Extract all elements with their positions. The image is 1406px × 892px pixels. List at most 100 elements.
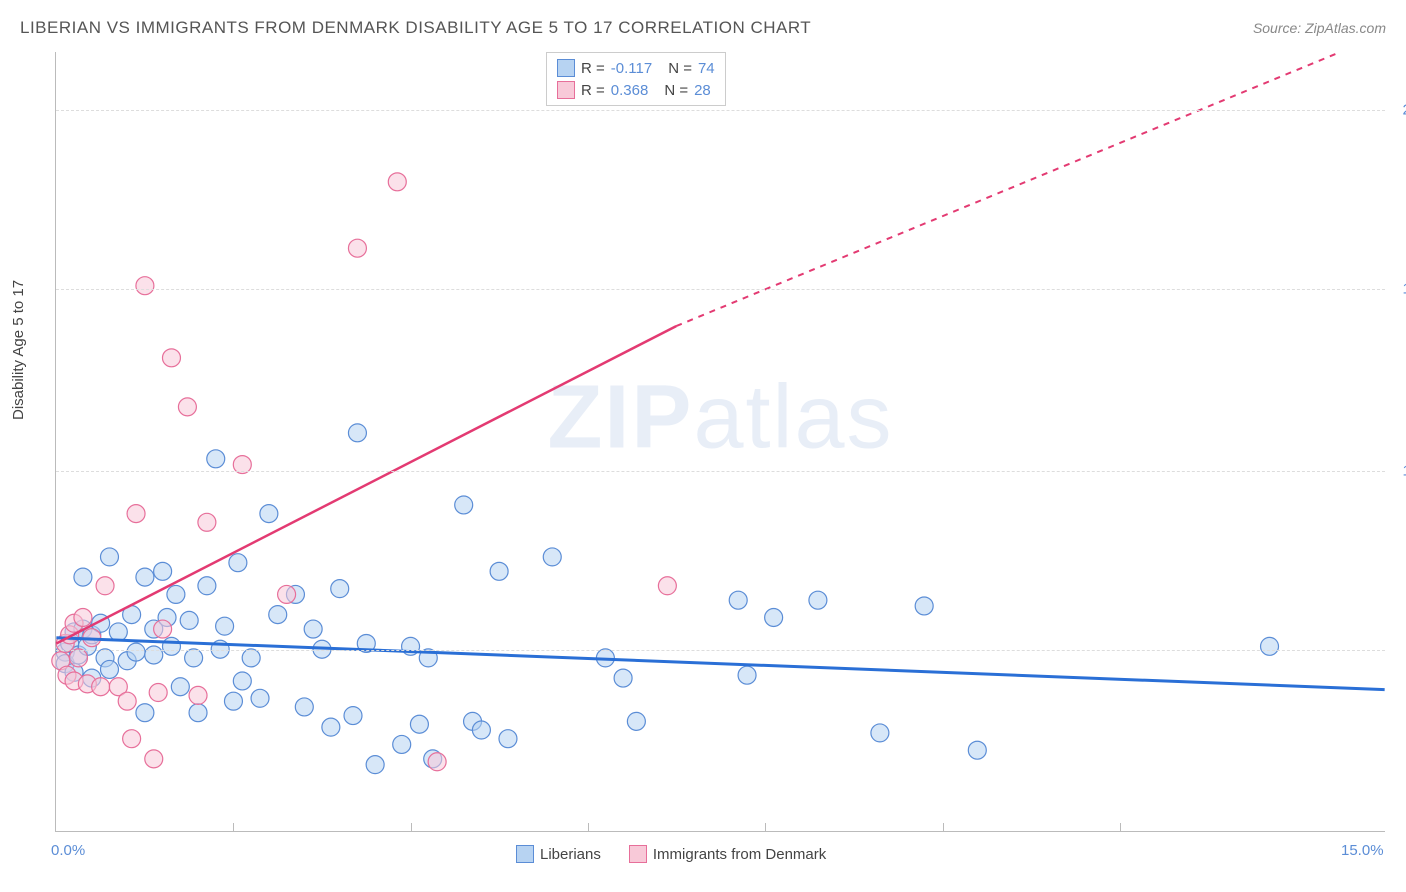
data-point bbox=[162, 637, 180, 655]
data-point bbox=[1261, 637, 1279, 655]
data-point bbox=[428, 753, 446, 771]
trend-line-extrapolated bbox=[676, 52, 1340, 326]
data-point bbox=[167, 585, 185, 603]
x-tick-label: 0.0% bbox=[51, 842, 85, 859]
r-value: 0.368 bbox=[611, 82, 649, 99]
n-label: N = bbox=[664, 82, 688, 99]
data-point bbox=[74, 609, 92, 627]
x-tick-label: 15.0% bbox=[1341, 842, 1384, 859]
x-tick-mark bbox=[588, 823, 589, 831]
data-point bbox=[490, 562, 508, 580]
data-point bbox=[178, 398, 196, 416]
data-point bbox=[123, 730, 141, 748]
data-point bbox=[216, 617, 234, 635]
gridline bbox=[56, 650, 1385, 651]
data-point bbox=[100, 548, 118, 566]
data-point bbox=[136, 704, 154, 722]
data-point bbox=[74, 568, 92, 586]
data-point bbox=[242, 649, 260, 667]
chart-header: LIBERIAN VS IMMIGRANTS FROM DENMARK DISA… bbox=[20, 18, 1386, 38]
data-point bbox=[304, 620, 322, 638]
data-point bbox=[185, 649, 203, 667]
chart-area: ZIPatlas R =-0.117N =74R =0.368N =28 Lib… bbox=[55, 52, 1385, 832]
data-point bbox=[968, 741, 986, 759]
x-tick-mark bbox=[411, 823, 412, 831]
data-point bbox=[189, 686, 207, 704]
data-point bbox=[627, 712, 645, 730]
data-point bbox=[207, 450, 225, 468]
data-point bbox=[224, 692, 242, 710]
legend-stat-row: R = 0.368 N = 28 bbox=[557, 79, 715, 101]
data-point bbox=[189, 704, 207, 722]
data-point bbox=[171, 678, 189, 696]
x-tick-mark bbox=[1120, 823, 1121, 831]
data-point bbox=[233, 672, 251, 690]
data-point bbox=[136, 277, 154, 295]
r-value: -0.117 bbox=[611, 60, 652, 77]
legend-series-label: Immigrants from Denmark bbox=[653, 846, 826, 863]
data-point bbox=[765, 609, 783, 627]
legend-stats: R =-0.117N =74R =0.368N =28 bbox=[546, 52, 726, 106]
data-point bbox=[109, 623, 127, 641]
scatter-plot bbox=[56, 52, 1385, 831]
data-point bbox=[472, 721, 490, 739]
data-point bbox=[127, 505, 145, 523]
n-value: 28 bbox=[694, 82, 711, 99]
data-point bbox=[149, 684, 167, 702]
data-point bbox=[455, 496, 473, 514]
data-point bbox=[278, 585, 296, 603]
y-tick-label: 12.5% bbox=[1390, 462, 1406, 479]
gridline bbox=[56, 471, 1385, 472]
data-point bbox=[136, 568, 154, 586]
data-point bbox=[614, 669, 632, 687]
data-point bbox=[154, 562, 172, 580]
data-point bbox=[198, 513, 216, 531]
data-point bbox=[658, 577, 676, 595]
n-value: 74 bbox=[698, 60, 715, 77]
data-point bbox=[162, 349, 180, 367]
legend-series-item: Liberians bbox=[516, 845, 601, 863]
y-axis-label: Disability Age 5 to 17 bbox=[10, 280, 27, 420]
legend-stat-row: R = -0.117 N = 74 bbox=[557, 57, 715, 79]
data-point bbox=[393, 735, 411, 753]
legend-swatch bbox=[557, 59, 575, 77]
data-point bbox=[145, 646, 163, 664]
y-tick-label: 25.0% bbox=[1390, 101, 1406, 118]
legend-swatch bbox=[516, 845, 534, 863]
data-point bbox=[198, 577, 216, 595]
data-point bbox=[322, 718, 340, 736]
data-point bbox=[145, 750, 163, 768]
legend-swatch bbox=[557, 81, 575, 99]
data-point bbox=[729, 591, 747, 609]
data-point bbox=[410, 715, 428, 733]
data-point bbox=[127, 643, 145, 661]
y-tick-label: 6.3% bbox=[1390, 642, 1406, 659]
n-label: N = bbox=[668, 60, 692, 77]
chart-source: Source: ZipAtlas.com bbox=[1253, 20, 1386, 36]
legend-series: Liberians Immigrants from Denmark bbox=[516, 845, 826, 863]
data-point bbox=[260, 505, 278, 523]
data-point bbox=[269, 606, 287, 624]
data-point bbox=[92, 678, 110, 696]
data-point bbox=[366, 756, 384, 774]
r-label: R = bbox=[581, 60, 605, 77]
data-point bbox=[118, 692, 136, 710]
data-point bbox=[180, 611, 198, 629]
y-tick-label: 18.8% bbox=[1390, 280, 1406, 297]
x-tick-mark bbox=[943, 823, 944, 831]
legend-swatch bbox=[629, 845, 647, 863]
data-point bbox=[871, 724, 889, 742]
data-point bbox=[344, 707, 362, 725]
gridline bbox=[56, 289, 1385, 290]
data-point bbox=[388, 173, 406, 191]
r-label: R = bbox=[581, 82, 605, 99]
data-point bbox=[96, 577, 114, 595]
chart-title: LIBERIAN VS IMMIGRANTS FROM DENMARK DISA… bbox=[20, 18, 811, 38]
data-point bbox=[348, 424, 366, 442]
gridline bbox=[56, 110, 1385, 111]
data-point bbox=[331, 580, 349, 598]
data-point bbox=[915, 597, 933, 615]
data-point bbox=[295, 698, 313, 716]
data-point bbox=[738, 666, 756, 684]
data-point bbox=[100, 660, 118, 678]
